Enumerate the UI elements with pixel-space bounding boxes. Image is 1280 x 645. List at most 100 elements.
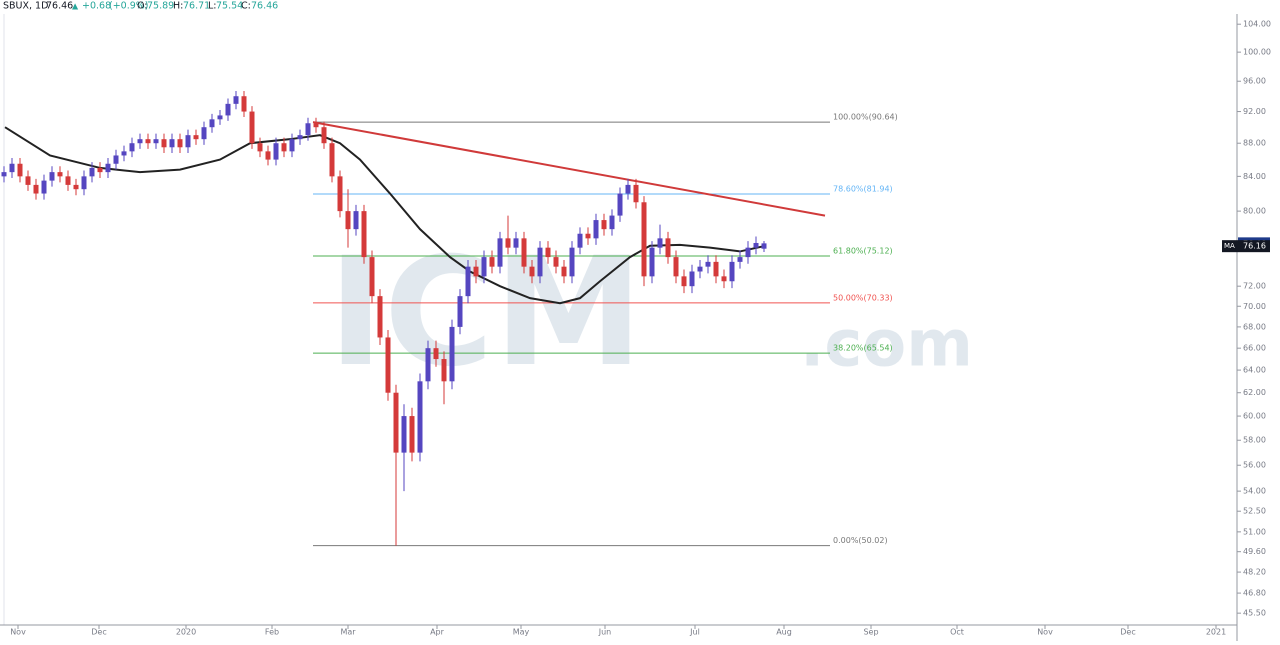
ma-badge-tag [1222, 240, 1238, 253]
y-tick-label: 84.00 [1243, 172, 1266, 181]
ma-badge-name: MA [1224, 242, 1235, 250]
close-label: C: [241, 1, 251, 12]
candle-body [441, 359, 447, 382]
candle-body [81, 176, 87, 190]
y-tick-label: 60.00 [1243, 412, 1266, 421]
candle-body [641, 202, 647, 277]
high-value: 76.71 [183, 1, 210, 12]
x-tick-label: Sep [863, 628, 878, 637]
candle-body [497, 238, 503, 267]
y-tick-label: 100.00 [1243, 48, 1271, 57]
candle-body [145, 139, 151, 144]
x-tick-label: 2020 [176, 628, 196, 637]
y-tick-label: 56.00 [1243, 461, 1266, 470]
high-label: H: [173, 1, 183, 12]
candle-body [737, 257, 743, 262]
y-tick-label: 104.00 [1243, 20, 1271, 29]
candle-body [465, 266, 471, 297]
candle-body [193, 135, 199, 140]
x-tick-label: Jun [598, 628, 612, 637]
candle-body [9, 163, 15, 173]
candle-body [681, 276, 687, 287]
x-tick-label: Oct [950, 628, 964, 637]
moving-average [4, 126, 765, 305]
y-tick-label: 51.00 [1243, 527, 1266, 536]
candle-body [617, 193, 623, 216]
open-label: O: [137, 1, 148, 12]
fib-label: 50.00%(70.33) [833, 293, 893, 302]
change: +0.68 [82, 1, 111, 12]
candle-body [73, 184, 79, 190]
candle-body [665, 238, 671, 258]
y-tick-label: 49.60 [1243, 547, 1266, 556]
watermark-logo: ICM [328, 226, 643, 400]
candle-body [137, 139, 143, 144]
candle-body [361, 211, 367, 258]
candle-body [337, 176, 343, 212]
candle-body [353, 211, 359, 230]
candle-body [321, 127, 327, 144]
candle-body [689, 271, 695, 287]
low-label: L: [208, 1, 217, 12]
candle-body [401, 416, 407, 453]
candle-body [529, 266, 535, 277]
ma-badge [1238, 240, 1270, 253]
y-tick-label: 92.00 [1243, 107, 1266, 116]
candle-body [273, 143, 279, 160]
candle-body [377, 296, 383, 338]
x-tick-label: Dec [1120, 628, 1135, 637]
y-tick-label: 46.80 [1243, 589, 1266, 598]
y-tick-label: 64.00 [1243, 366, 1266, 375]
candle-body [209, 119, 215, 128]
fib-label: 100.00%(90.64) [833, 113, 898, 122]
candle-body [561, 266, 567, 277]
candle-body [313, 123, 319, 128]
header: SBUX, 1D 76.46 ▲ +0.68 (+0.9%) O: 75.89 … [3, 1, 278, 12]
fib-label: 78.60%(81.94) [833, 185, 893, 194]
trendline [312, 121, 826, 217]
candle-body [41, 180, 47, 194]
candle-body [649, 247, 655, 277]
change-pct: (+0.9%) [109, 1, 149, 12]
candle-body [729, 261, 735, 282]
y-tick-label: 62.00 [1243, 388, 1266, 397]
ma-badge-label: 76.16 [1243, 242, 1266, 251]
candle-body [89, 167, 95, 177]
candle-body [153, 139, 159, 144]
candle-body [697, 266, 703, 272]
candle-body [233, 96, 239, 104]
x-tick-label: Aug [776, 628, 792, 637]
low-value: 75.54 [216, 1, 243, 12]
x-tick-label: May [513, 628, 530, 637]
candle-body [745, 247, 751, 258]
candle-body [705, 261, 711, 267]
candle-body [417, 381, 423, 453]
candle-body [385, 337, 391, 393]
candle-body [625, 184, 631, 194]
candle-body [97, 167, 103, 173]
candle-body [577, 233, 583, 248]
y-tick-label: 68.00 [1243, 322, 1266, 331]
candle-body [409, 416, 415, 453]
candle-body [57, 172, 63, 177]
last-price: 76.46 [46, 1, 73, 12]
candle-body [505, 238, 511, 248]
candle-body [289, 139, 295, 152]
y-tick-label: 58.00 [1243, 436, 1266, 445]
candle-body [633, 184, 639, 203]
candle-body [601, 220, 607, 230]
x-tick-label: Apr [430, 628, 445, 637]
y-tick-label: 52.50 [1243, 507, 1266, 516]
y-tick-label: 70.00 [1243, 302, 1266, 311]
x-tick-label: Nov [1037, 628, 1053, 637]
candle-body [105, 163, 111, 173]
candle-body [721, 276, 727, 282]
candle-body [481, 257, 487, 277]
candle-body [329, 143, 335, 177]
y-tick-label: 88.00 [1243, 139, 1266, 148]
candle-body [593, 220, 599, 239]
x-tick-label: Mar [340, 628, 356, 637]
fib-label: 38.20%(65.54) [833, 344, 893, 353]
candle-body [569, 247, 575, 277]
